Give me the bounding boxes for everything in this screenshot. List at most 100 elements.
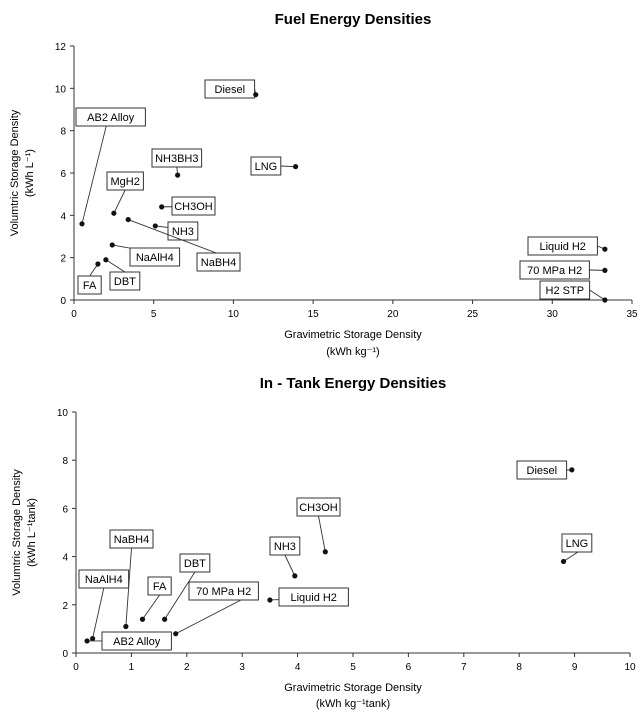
data-label: NaBH4 (201, 257, 236, 269)
data-point-group: NH3 (269, 536, 301, 579)
data-point-group: 70 MPa H2 (173, 581, 259, 637)
data-label: NaBH4 (114, 534, 149, 546)
data-point-group: AB2 Alloy (75, 107, 146, 227)
data-label: Liquid H2 (539, 241, 585, 253)
data-label-box (179, 553, 211, 573)
data-point (90, 635, 96, 642)
x-tick-label: 5 (350, 662, 356, 673)
data-point (159, 204, 165, 210)
y-axis-unit: (kWh L⁻¹tank) (26, 498, 38, 567)
data-point (322, 549, 328, 555)
data-label-box (516, 460, 568, 480)
x-tick-label: 2 (184, 662, 190, 673)
y-tick-label: 10 (55, 84, 67, 95)
leader-line (589, 289, 606, 301)
x-tick-label: 20 (387, 309, 399, 320)
data-point-group: H2 STP (539, 280, 608, 303)
data-label: LNG (255, 161, 278, 173)
data-label: H2 STP (546, 285, 585, 297)
data-label-box (109, 529, 154, 549)
data-point-group: Liquid H2 (267, 587, 349, 607)
data-label: NH3BH3 (155, 153, 198, 165)
data-label-box (519, 260, 590, 280)
data-point (173, 631, 179, 637)
data-point-group: LNG (250, 156, 299, 176)
y-tick-label: 0 (62, 649, 68, 660)
data-label: CH3OH (174, 201, 213, 213)
x-tick-label: 10 (228, 309, 240, 320)
data-point-group: Diesel (204, 79, 259, 99)
data-label-box (101, 631, 172, 651)
data-point (602, 297, 608, 303)
data-label: Diesel (527, 465, 558, 477)
data-label: Diesel (215, 84, 246, 96)
data-label: Liquid H2 (290, 592, 336, 604)
leader-line (164, 571, 196, 620)
x-tick-label: 25 (467, 309, 479, 320)
data-label-box (188, 581, 259, 601)
data-point (162, 616, 168, 622)
data-point (560, 558, 567, 565)
data-label: DBT (184, 558, 206, 570)
y-axis-title: Volumtric Storage Density (11, 469, 23, 596)
y-tick-label: 6 (62, 504, 68, 515)
x-tick-label: 4 (295, 662, 301, 673)
data-label-box (296, 497, 341, 517)
x-axis-unit: (kWh kg⁻¹) (326, 346, 379, 358)
data-label: FA (153, 581, 167, 593)
data-point-group: MgH2 (106, 171, 144, 216)
data-point (253, 92, 259, 98)
data-point (123, 623, 129, 630)
chart-1: Fuel Energy Densities 0 5 10 15 20 25 30 35 0 2 4 6 8… (9, 11, 638, 358)
y-tick-label: 4 (62, 553, 68, 564)
leader-line (105, 259, 126, 273)
data-label: 70 MPa H2 (527, 265, 582, 277)
chart-title: Fuel Energy Densities (275, 11, 432, 28)
x-axis-title: Gravimetric Storage Density (284, 329, 422, 341)
data-point (292, 573, 298, 579)
data-point-group: NaBH4 (125, 216, 241, 272)
x-tick-label: 9 (572, 662, 578, 673)
data-point (602, 267, 608, 273)
data-point (125, 216, 131, 223)
data-label: DBT (114, 276, 136, 288)
data-point-group: FA (77, 261, 102, 295)
data-point-group: DBT (103, 257, 141, 291)
chart-title: In - Tank Energy Densities (260, 375, 446, 392)
data-label: CH3OH (299, 502, 338, 514)
data-label-box (129, 247, 181, 267)
data-point (111, 210, 117, 216)
data-label: AB2 Alloy (113, 636, 161, 648)
data-label-box (250, 156, 282, 176)
data-label: AB2 Alloy (87, 112, 135, 124)
data-label-box (204, 79, 256, 99)
data-point-group: NH3 (152, 221, 199, 241)
x-tick-label: 10 (624, 662, 636, 673)
data-label: 70 MPa H2 (196, 586, 251, 598)
x-tick-label: 7 (461, 662, 467, 673)
data-point-group: NH3BH3 (151, 148, 203, 178)
x-tick-label: 6 (406, 662, 412, 673)
data-point (84, 638, 90, 644)
data-point-group: Diesel (516, 460, 575, 480)
data-label-box (278, 587, 349, 607)
leader-line (142, 594, 160, 620)
data-point-group: DBT (162, 553, 211, 622)
x-tick-label: 0 (71, 309, 77, 320)
data-label: NaAlH4 (85, 574, 123, 586)
data-point-group: NaAlH4 (109, 242, 181, 267)
y-tick-label: 12 (55, 42, 67, 53)
data-point (79, 221, 85, 227)
y-tick-label: 8 (60, 127, 66, 138)
y-tick-label: 10 (57, 408, 69, 419)
data-point-group: AB2 Alloy (84, 631, 172, 651)
data-label-box (196, 252, 241, 272)
data-label-box (539, 280, 591, 300)
x-tick-label: 3 (239, 662, 245, 673)
data-label-box (269, 536, 301, 556)
data-label-box (77, 275, 102, 295)
data-label: NH3 (274, 541, 296, 553)
x-tick-label: 0 (73, 662, 79, 673)
y-tick-label: 2 (62, 601, 68, 612)
